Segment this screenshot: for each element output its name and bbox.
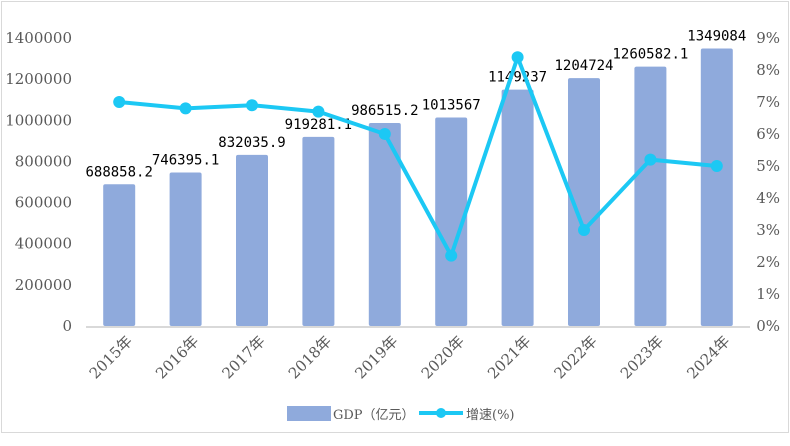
left-axis-tick: 800000 <box>15 152 72 170</box>
x-axis-categories: 2015年 2016年 2017年 2018年 2019年 2020年 2021年 2022年… <box>86 332 734 382</box>
legend-growth-label: 增速(%) <box>466 408 515 423</box>
gdp-bar <box>568 78 600 326</box>
gdp-data-label: 1149237 <box>488 70 547 86</box>
growth-marker <box>710 160 723 172</box>
growth-marker <box>644 153 657 166</box>
combo-chart: 0 200000 400000 600000 800000 1000000 1200000 1… <box>5 28 780 423</box>
gdp-data-label: 746395.1 <box>152 152 219 168</box>
x-category-label: 2024年 <box>683 332 733 382</box>
growth-marker <box>511 51 524 64</box>
chart-frame: 0 200000 400000 600000 800000 1000000 1200000 1… <box>1 1 789 433</box>
legend: GDP（亿元） 增速(%) <box>287 406 515 423</box>
growth-marker <box>445 249 458 262</box>
right-axis-tick: 5% <box>756 157 780 175</box>
left-axis-tick: 1000000 <box>5 111 72 129</box>
growth-marker <box>578 224 590 236</box>
right-axis-tick: 0% <box>756 317 780 335</box>
x-category-label: 2016年 <box>152 332 202 382</box>
right-axis-tick: 7% <box>756 93 780 111</box>
gdp-data-label: 919281.1 <box>285 117 352 133</box>
gdp-bar <box>501 89 534 326</box>
x-category-label: 2019年 <box>351 332 401 382</box>
gdp-data-label: 986515.2 <box>351 103 418 119</box>
growth-marker <box>312 105 325 118</box>
gdp-data-label: 1204724 <box>554 58 613 74</box>
left-axis-tick: 1400000 <box>5 29 72 47</box>
gdp-bar <box>368 123 401 327</box>
legend-gdp-swatch <box>287 406 331 421</box>
x-category-label: 2018年 <box>285 332 335 382</box>
gdp-bar <box>103 184 136 326</box>
x-category-label: 2015年 <box>86 332 136 382</box>
legend-growth-marker-icon <box>436 408 446 418</box>
x-category-label: 2021年 <box>484 332 534 382</box>
bar-data-labels: 688858.2746395.1832035.9919281.1986515.2… <box>85 28 746 180</box>
x-category-label: 2017年 <box>218 332 268 382</box>
left-axis-tick: 400000 <box>15 235 72 253</box>
gdp-data-label: 832035.9 <box>218 135 285 151</box>
growth-line <box>113 51 723 262</box>
growth-marker <box>378 128 391 140</box>
gdp-bar <box>435 117 468 327</box>
left-axis-tick: 200000 <box>15 276 72 294</box>
right-axis-tick: 9% <box>756 29 780 47</box>
x-category-label: 2023年 <box>617 332 667 382</box>
right-axis-tick: 4% <box>756 189 780 207</box>
growth-line-path <box>119 55 717 258</box>
right-axis-tick: 6% <box>756 125 780 143</box>
legend-gdp-label: GDP（亿元） <box>333 408 415 423</box>
gdp-data-label: 1349084 <box>687 28 746 44</box>
left-axis-tick: 0 <box>62 317 72 335</box>
x-category-label: 2022年 <box>550 332 600 382</box>
right-axis-tick: 2% <box>756 253 780 271</box>
gdp-data-label: 688858.2 <box>85 164 152 180</box>
gdp-bar <box>236 154 268 326</box>
gdp-bars <box>103 48 733 327</box>
gdp-data-label: 1013567 <box>422 97 481 113</box>
gdp-bar <box>169 172 202 326</box>
gdp-bar <box>700 48 733 326</box>
gdp-data-label: 1260582.1 <box>612 47 688 63</box>
gdp-bar <box>634 66 667 327</box>
right-axis: 0% 1% 2% 3% 4% 5% 6% 7% 8% 9% <box>756 29 780 335</box>
left-axis-tick: 1200000 <box>5 70 72 88</box>
gdp-bar <box>302 136 335 326</box>
left-axis-tick: 600000 <box>15 194 72 212</box>
left-axis: 0 200000 400000 600000 800000 1000000 1200000 1… <box>5 29 72 335</box>
growth-marker <box>113 96 126 108</box>
right-axis-tick: 1% <box>756 285 780 303</box>
right-axis-tick: 3% <box>756 221 780 239</box>
right-axis-tick: 8% <box>756 61 780 79</box>
growth-marker <box>246 99 258 112</box>
growth-marker <box>179 102 192 115</box>
x-category-label: 2020年 <box>418 332 468 382</box>
